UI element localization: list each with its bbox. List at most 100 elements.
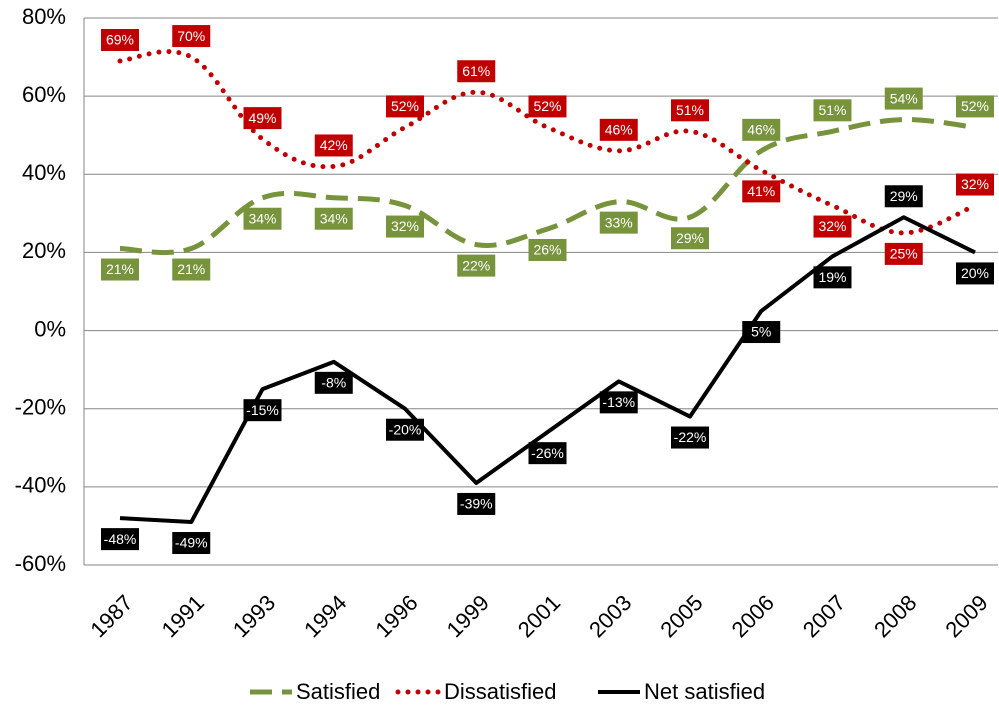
data-label-text: 34% bbox=[320, 210, 348, 226]
data-label-box bbox=[243, 107, 282, 130]
data-label-box bbox=[101, 258, 139, 281]
data-label-box bbox=[884, 185, 923, 208]
data-label-text: 19% bbox=[818, 269, 846, 285]
data-label-text: 32% bbox=[391, 218, 419, 234]
data-label-text: 61% bbox=[462, 63, 490, 79]
x-tick-label: 1987 bbox=[85, 590, 137, 642]
data-label: 33% bbox=[599, 211, 638, 234]
legend-item: Net satisfied bbox=[598, 679, 765, 704]
y-tick-label: -40% bbox=[15, 473, 66, 498]
data-label: 34% bbox=[314, 207, 353, 230]
data-label: -39% bbox=[457, 492, 496, 515]
data-label-text: 26% bbox=[533, 242, 561, 258]
data-label-box bbox=[599, 211, 638, 234]
data-label-box bbox=[172, 532, 211, 555]
data-label-text: 52% bbox=[961, 98, 989, 114]
data-label-box bbox=[314, 134, 353, 157]
data-label: 26% bbox=[528, 238, 567, 261]
data-label-box bbox=[243, 207, 282, 230]
series-line bbox=[119, 215, 976, 525]
data-label-text: 51% bbox=[676, 102, 704, 118]
data-label-text: 41% bbox=[747, 183, 775, 199]
data-label-text: 51% bbox=[818, 102, 846, 118]
y-tick-label: -60% bbox=[15, 551, 66, 576]
data-label: 49% bbox=[243, 107, 282, 130]
data-label-box bbox=[742, 118, 781, 141]
data-label-box bbox=[956, 173, 994, 196]
data-label: 41% bbox=[742, 180, 781, 203]
data-label-text: -13% bbox=[602, 394, 635, 410]
series-line bbox=[117, 49, 978, 236]
data-label: 46% bbox=[742, 118, 781, 141]
data-label-box bbox=[813, 99, 852, 122]
y-tick-label: -20% bbox=[15, 395, 66, 420]
data-label-box bbox=[243, 399, 282, 422]
data-label-text: 46% bbox=[605, 122, 633, 138]
x-tick-label: 2003 bbox=[584, 590, 636, 642]
legend-label: Satisfied bbox=[296, 679, 380, 704]
x-tick-label: 2001 bbox=[513, 590, 565, 642]
data-label: -26% bbox=[528, 442, 567, 465]
x-tick-label: 1993 bbox=[228, 590, 280, 642]
data-label-box bbox=[457, 254, 496, 277]
data-label-text: 32% bbox=[961, 176, 989, 192]
data-label-text: 52% bbox=[533, 98, 561, 114]
data-label-text: -48% bbox=[104, 531, 137, 547]
data-label-box bbox=[813, 215, 852, 238]
data-label-text: 29% bbox=[890, 188, 918, 204]
data-label: 5% bbox=[742, 321, 781, 344]
data-label-box bbox=[101, 528, 139, 551]
data-label-text: 22% bbox=[462, 257, 490, 273]
data-label-text: 46% bbox=[747, 122, 775, 138]
data-label-text: -15% bbox=[246, 402, 279, 418]
data-label-box bbox=[314, 207, 353, 230]
legend-item: Dissatisfied bbox=[395, 679, 556, 704]
data-label: -8% bbox=[314, 371, 353, 394]
data-label-box bbox=[813, 266, 852, 289]
data-label-box bbox=[599, 391, 638, 414]
data-label: 69% bbox=[101, 28, 139, 51]
x-tick-label: 1999 bbox=[442, 590, 494, 642]
data-label-box bbox=[386, 95, 424, 118]
legend-label: Net satisfied bbox=[644, 679, 765, 704]
data-label-text: 42% bbox=[320, 137, 348, 153]
data-label-box bbox=[884, 87, 923, 110]
data-label-box bbox=[671, 227, 709, 250]
data-label-box bbox=[528, 238, 567, 261]
data-label: 25% bbox=[884, 242, 923, 265]
legend-item: Satisfied bbox=[250, 679, 380, 704]
y-tick-label: 40% bbox=[22, 160, 66, 185]
x-tick-label: 1996 bbox=[370, 590, 422, 642]
data-label: -49% bbox=[172, 532, 211, 555]
data-label: -48% bbox=[101, 528, 139, 551]
data-label-text: 21% bbox=[106, 261, 134, 277]
data-label: 29% bbox=[884, 185, 923, 208]
data-label-box bbox=[956, 262, 994, 285]
data-label-text: -22% bbox=[674, 429, 707, 445]
data-label-box bbox=[314, 371, 353, 394]
data-label-box bbox=[742, 321, 781, 344]
data-label-text: 33% bbox=[605, 214, 633, 230]
data-label-box bbox=[956, 95, 994, 118]
y-tick-label: 0% bbox=[34, 316, 66, 341]
data-label: 29% bbox=[671, 227, 709, 250]
data-label-box bbox=[172, 258, 211, 281]
legend-label: Dissatisfied bbox=[444, 679, 556, 704]
data-label-text: 70% bbox=[177, 28, 205, 44]
data-label-text: 21% bbox=[177, 261, 205, 277]
data-label: 19% bbox=[813, 266, 852, 289]
data-label-text: -8% bbox=[321, 375, 346, 391]
y-tick-label: 60% bbox=[22, 82, 66, 107]
data-label: 52% bbox=[386, 95, 424, 118]
data-label: 21% bbox=[172, 258, 211, 281]
data-label-text: 69% bbox=[106, 32, 134, 48]
data-label-box bbox=[671, 99, 709, 122]
data-label-text: 49% bbox=[248, 110, 276, 126]
data-label: 54% bbox=[884, 87, 923, 110]
data-label: 32% bbox=[813, 215, 852, 238]
data-label-box bbox=[884, 242, 923, 265]
data-label-text: 25% bbox=[890, 246, 918, 262]
data-label: 42% bbox=[314, 134, 353, 157]
data-label: 52% bbox=[956, 95, 994, 118]
